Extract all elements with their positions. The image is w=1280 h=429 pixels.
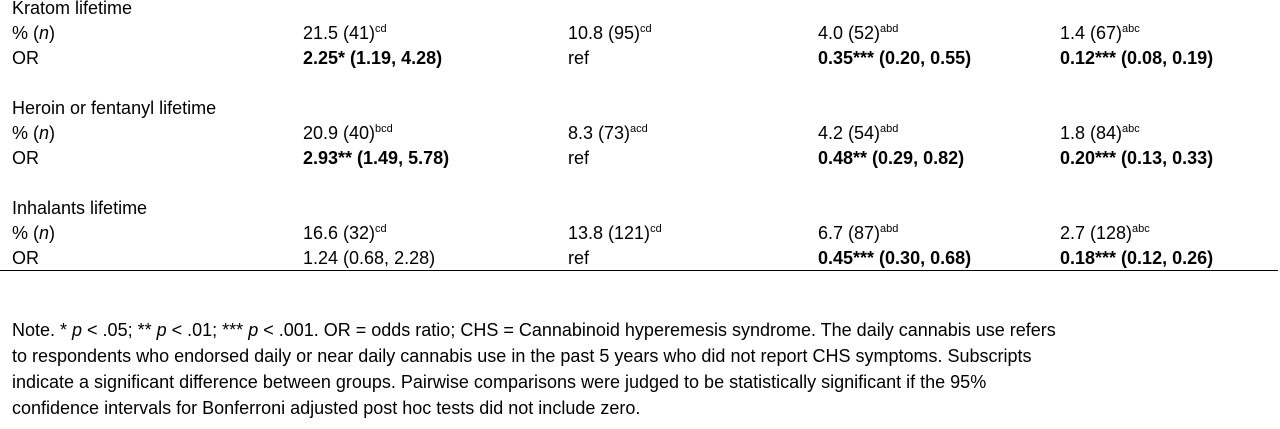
row-label: % (n) xyxy=(12,121,55,146)
text-segment: Note. * xyxy=(12,320,73,340)
text-segment: to respondents who endorsed daily or nea… xyxy=(12,346,1032,366)
cell-text: 13.8 (121) xyxy=(568,223,651,243)
cell: 1.8 (84)abc xyxy=(1060,121,1140,146)
cell-text: ref xyxy=(568,248,590,268)
cell-superscript: abd xyxy=(880,223,899,235)
section-label: Heroin or fentanyl lifetime xyxy=(12,98,217,118)
text-segment: n xyxy=(39,23,50,43)
cell: 16.6 (32)cd xyxy=(303,221,387,246)
cell-text: 2.7 (128) xyxy=(1060,223,1133,243)
cell-superscript: acd xyxy=(630,123,648,135)
cell: 2.7 (128)abc xyxy=(1060,221,1150,246)
cell-text: 10.8 (95) xyxy=(568,23,641,43)
cell-superscript: abc xyxy=(1132,223,1150,235)
cell: 21.5 (41)cd xyxy=(303,21,387,46)
note-line: Note. * p < .05; ** p < .01; *** p < .00… xyxy=(12,317,1056,343)
text-segment: % ( xyxy=(12,23,39,43)
cell: 4.2 (54)abd xyxy=(818,121,898,146)
cell-superscript: abc xyxy=(1122,23,1140,35)
row-label: OR xyxy=(12,246,39,271)
cell: 0.45*** (0.30, 0.68) xyxy=(818,246,971,271)
cell: 13.8 (121)cd xyxy=(568,221,662,246)
text-segment: OR xyxy=(12,248,39,268)
text-segment: ) xyxy=(49,123,56,143)
text-segment: % ( xyxy=(12,123,39,143)
cell-text: 20.9 (40) xyxy=(303,123,376,143)
text-segment: OR xyxy=(12,48,39,68)
cell: 20.9 (40)bcd xyxy=(303,121,393,146)
note-line: confidence intervals for Bonferroni adju… xyxy=(12,395,1056,421)
cell: 6.7 (87)abd xyxy=(818,221,898,246)
text-segment: p xyxy=(72,320,83,340)
cell: 0.18*** (0.12, 0.26) xyxy=(1060,246,1213,271)
cell: ref xyxy=(568,246,589,271)
cell: 10.8 (95)cd xyxy=(568,21,652,46)
cell-text: 0.18*** (0.12, 0.26) xyxy=(1060,248,1214,268)
cell-text: 0.35*** (0.20, 0.55) xyxy=(818,48,972,68)
text-segment: < .001. OR = odds ratio; CHS = Cannabino… xyxy=(258,320,1056,340)
cell: 8.3 (73)acd xyxy=(568,121,648,146)
cell-text: 16.6 (32) xyxy=(303,223,376,243)
row-label: % (n) xyxy=(12,21,55,46)
cell: 4.0 (52)abd xyxy=(818,21,898,46)
cell-superscript: abc xyxy=(1122,123,1140,135)
cell-text: 1.8 (84) xyxy=(1060,123,1123,143)
text-segment: OR xyxy=(12,148,39,168)
cell: 2.25* (1.19, 4.28) xyxy=(303,46,442,71)
cell: 1.4 (67)abc xyxy=(1060,21,1140,46)
text-segment: p xyxy=(156,320,167,340)
cell-text: 0.12*** (0.08, 0.19) xyxy=(1060,48,1214,68)
cell-text: 6.7 (87) xyxy=(818,223,881,243)
cell-text: ref xyxy=(568,148,590,168)
text-segment: < .01; *** xyxy=(166,320,249,340)
cell-text: 21.5 (41) xyxy=(303,23,376,43)
cell-text: 1.4 (67) xyxy=(1060,23,1123,43)
cell: ref xyxy=(568,146,589,171)
note-line: to respondents who endorsed daily or nea… xyxy=(12,343,1056,369)
cell-text: 2.25* (1.19, 4.28) xyxy=(303,48,443,68)
note: Note. * p < .05; ** p < .01; *** p < .00… xyxy=(12,317,1056,421)
table-rule xyxy=(0,270,1278,271)
cell-text: 8.3 (73) xyxy=(568,123,631,143)
cell-text: 0.45*** (0.30, 0.68) xyxy=(818,248,972,268)
cell-superscript: cd xyxy=(375,23,387,35)
section-label: Inhalants lifetime xyxy=(12,198,148,218)
row-label: OR xyxy=(12,146,39,171)
cell-text: 0.20*** (0.13, 0.33) xyxy=(1060,148,1214,168)
cell-text: 4.2 (54) xyxy=(818,123,881,143)
cell: 1.24 (0.68, 2.28) xyxy=(303,246,435,271)
text-segment: ) xyxy=(49,223,56,243)
text-segment: n xyxy=(39,223,50,243)
text-segment: ) xyxy=(49,23,56,43)
cell-superscript: cd xyxy=(650,223,662,235)
cell-superscript: cd xyxy=(640,23,652,35)
note-line: indicate a significant difference betwee… xyxy=(12,369,1056,395)
cell-text: 4.0 (52) xyxy=(818,23,881,43)
cell-superscript: abd xyxy=(880,23,899,35)
cell: 0.20*** (0.13, 0.33) xyxy=(1060,146,1213,171)
cell-text: 1.24 (0.68, 2.28) xyxy=(303,248,436,268)
text-segment: n xyxy=(39,123,50,143)
cell: 0.12*** (0.08, 0.19) xyxy=(1060,46,1213,71)
cell-superscript: cd xyxy=(375,223,387,235)
text-segment: confidence intervals for Bonferroni adju… xyxy=(12,398,641,418)
cell: 2.93** (1.49, 5.78) xyxy=(303,146,449,171)
row-label: % (n) xyxy=(12,221,55,246)
cell-text: 2.93** (1.49, 5.78) xyxy=(303,148,450,168)
cell-text: 0.48** (0.29, 0.82) xyxy=(818,148,965,168)
cell: 0.48** (0.29, 0.82) xyxy=(818,146,964,171)
text-segment: p xyxy=(248,320,259,340)
cell-superscript: bcd xyxy=(375,123,393,135)
cell: ref xyxy=(568,46,589,71)
text-segment: indicate a significant difference betwee… xyxy=(12,372,987,392)
row-label: OR xyxy=(12,46,39,71)
cell: 0.35*** (0.20, 0.55) xyxy=(818,46,971,71)
text-segment: < .05; ** xyxy=(82,320,157,340)
cell-superscript: abd xyxy=(880,123,899,135)
section-label: Kratom lifetime xyxy=(12,0,133,18)
text-segment: % ( xyxy=(12,223,39,243)
cell-text: ref xyxy=(568,48,590,68)
